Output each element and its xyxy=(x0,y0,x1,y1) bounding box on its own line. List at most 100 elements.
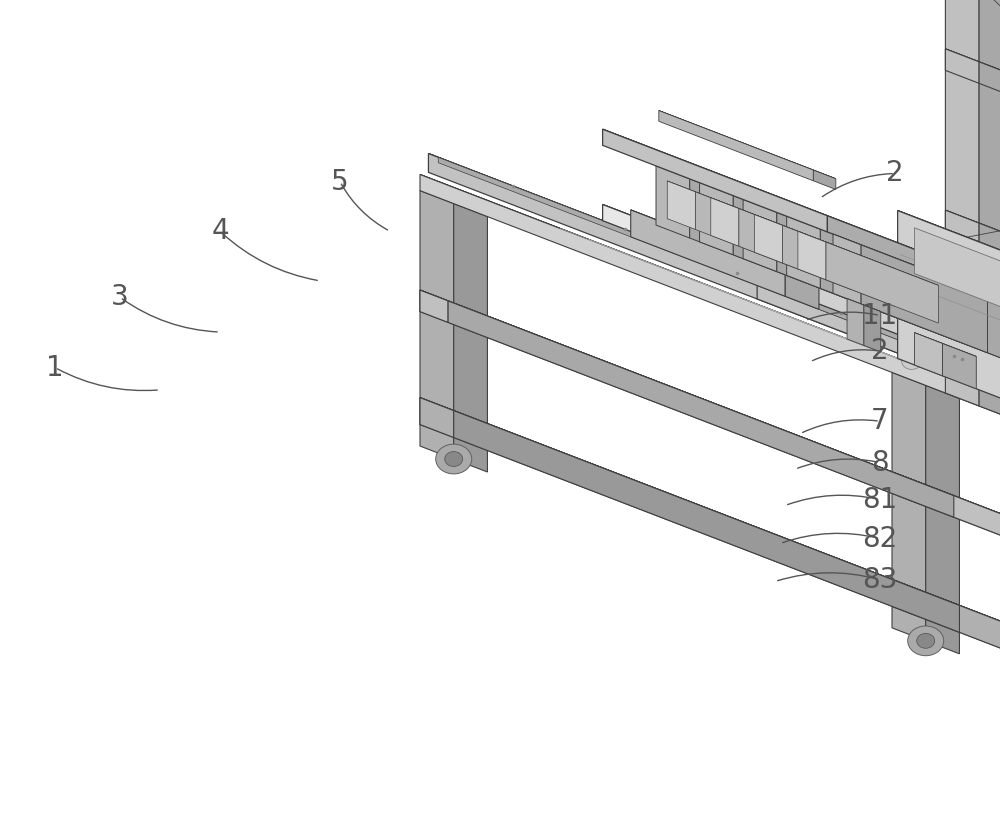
Polygon shape xyxy=(454,411,959,633)
Polygon shape xyxy=(898,211,1000,411)
Polygon shape xyxy=(798,231,938,286)
Polygon shape xyxy=(603,205,1000,435)
Text: 8: 8 xyxy=(871,449,889,477)
Polygon shape xyxy=(898,474,1000,723)
Polygon shape xyxy=(926,386,959,654)
Polygon shape xyxy=(782,225,895,306)
Text: 3: 3 xyxy=(111,283,129,311)
Polygon shape xyxy=(962,338,1000,411)
Polygon shape xyxy=(428,154,1000,443)
Polygon shape xyxy=(733,196,1000,358)
Polygon shape xyxy=(659,111,813,181)
Polygon shape xyxy=(813,286,1000,451)
Polygon shape xyxy=(785,269,819,309)
Polygon shape xyxy=(420,174,1000,607)
Polygon shape xyxy=(739,209,851,290)
Polygon shape xyxy=(777,212,1000,374)
Polygon shape xyxy=(700,183,733,254)
Polygon shape xyxy=(813,170,836,189)
Polygon shape xyxy=(826,242,938,323)
Polygon shape xyxy=(420,290,448,322)
Polygon shape xyxy=(962,338,1000,424)
Polygon shape xyxy=(914,228,1000,315)
Polygon shape xyxy=(420,191,454,459)
Polygon shape xyxy=(659,111,836,178)
Polygon shape xyxy=(798,231,826,280)
Polygon shape xyxy=(631,210,819,282)
Polygon shape xyxy=(847,299,881,311)
Polygon shape xyxy=(945,393,1000,576)
Circle shape xyxy=(436,444,472,474)
Polygon shape xyxy=(700,183,1000,298)
Polygon shape xyxy=(898,211,1000,371)
Polygon shape xyxy=(420,397,454,438)
Circle shape xyxy=(917,634,935,648)
Polygon shape xyxy=(757,280,1000,569)
Polygon shape xyxy=(787,216,1000,332)
Polygon shape xyxy=(438,157,1000,431)
Polygon shape xyxy=(743,199,1000,316)
Polygon shape xyxy=(420,290,1000,549)
Polygon shape xyxy=(454,203,487,472)
Polygon shape xyxy=(945,0,979,406)
Polygon shape xyxy=(884,0,1000,159)
Text: 7: 7 xyxy=(871,407,889,435)
Polygon shape xyxy=(656,166,957,282)
Polygon shape xyxy=(420,290,954,496)
Polygon shape xyxy=(420,397,1000,648)
Polygon shape xyxy=(898,474,1000,733)
Polygon shape xyxy=(892,580,1000,826)
Polygon shape xyxy=(438,157,1000,434)
Polygon shape xyxy=(833,234,988,293)
Text: 4: 4 xyxy=(211,217,229,245)
Circle shape xyxy=(908,626,944,656)
Polygon shape xyxy=(914,333,976,357)
Polygon shape xyxy=(979,223,1000,423)
Polygon shape xyxy=(656,166,690,238)
Text: 81: 81 xyxy=(862,486,898,514)
Polygon shape xyxy=(767,284,1000,560)
Polygon shape xyxy=(420,191,487,216)
Polygon shape xyxy=(979,62,1000,262)
Text: 1: 1 xyxy=(46,354,64,382)
Text: 2: 2 xyxy=(871,337,889,365)
Polygon shape xyxy=(743,199,777,272)
Polygon shape xyxy=(945,49,979,83)
Polygon shape xyxy=(979,0,1000,417)
Polygon shape xyxy=(603,129,827,232)
Polygon shape xyxy=(690,179,957,341)
Polygon shape xyxy=(820,230,1000,392)
Polygon shape xyxy=(420,174,1000,429)
Polygon shape xyxy=(892,580,1000,826)
Polygon shape xyxy=(711,197,739,246)
Polygon shape xyxy=(767,284,1000,558)
Text: 5: 5 xyxy=(331,168,349,196)
Polygon shape xyxy=(864,305,881,352)
Polygon shape xyxy=(892,373,926,641)
Polygon shape xyxy=(695,192,808,273)
Polygon shape xyxy=(603,205,813,301)
Polygon shape xyxy=(943,344,976,389)
Polygon shape xyxy=(711,197,851,252)
Polygon shape xyxy=(945,210,1000,401)
Circle shape xyxy=(902,353,922,369)
Polygon shape xyxy=(945,49,1000,240)
Text: 2: 2 xyxy=(886,159,904,188)
Polygon shape xyxy=(982,0,1000,1)
Polygon shape xyxy=(754,215,782,263)
Polygon shape xyxy=(667,181,808,235)
Text: 83: 83 xyxy=(862,566,898,594)
Text: 11: 11 xyxy=(862,301,898,330)
Polygon shape xyxy=(787,216,820,288)
Polygon shape xyxy=(667,181,695,230)
Text: 82: 82 xyxy=(862,525,898,553)
Circle shape xyxy=(445,452,463,467)
Polygon shape xyxy=(428,154,1000,435)
Polygon shape xyxy=(420,397,959,605)
Polygon shape xyxy=(603,129,1000,365)
Polygon shape xyxy=(754,215,895,268)
Polygon shape xyxy=(833,234,861,304)
Polygon shape xyxy=(945,0,1000,133)
Polygon shape xyxy=(827,216,1000,382)
Polygon shape xyxy=(757,280,1000,562)
